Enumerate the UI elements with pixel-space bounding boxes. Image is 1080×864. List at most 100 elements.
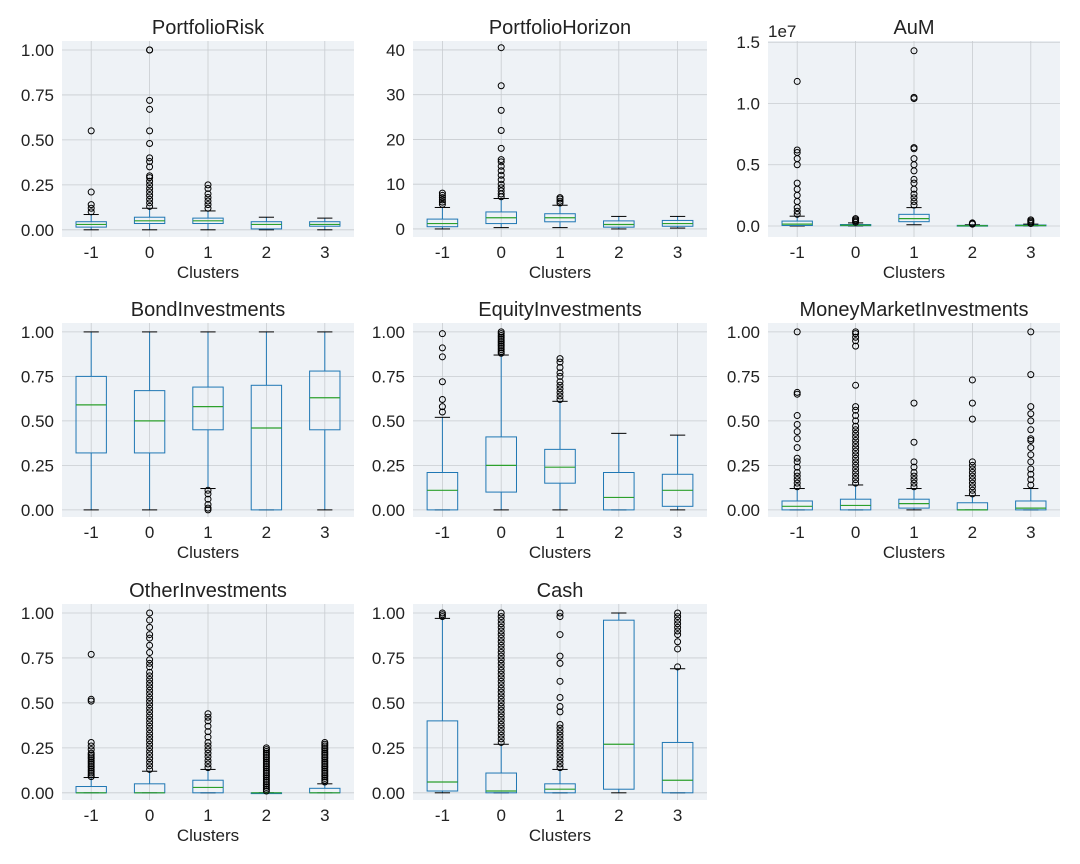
x-tick-label: 3 (1026, 243, 1035, 262)
outlier-point (968, 483, 976, 491)
outlier-point (910, 469, 918, 477)
subplot-portfoliorisk: PortfolioRisk 0.00 0.25 0.50 0.75 1.00 -1 0 1 2 3 C… (21, 17, 354, 282)
outlier-point (1027, 476, 1035, 484)
outlier-point (146, 656, 154, 664)
box-iqr (426, 472, 459, 511)
box-cluster-2 (250, 216, 283, 231)
outlier-point (497, 713, 505, 721)
box-iqr (485, 772, 517, 794)
outlier-point (1027, 417, 1035, 425)
outlier-point (497, 728, 505, 736)
x-tick-label: 1 (203, 243, 212, 262)
outlier-point (852, 342, 860, 350)
x-tick-label: -1 (84, 806, 99, 825)
box-iqr (781, 220, 813, 226)
x-tick-label: -1 (84, 243, 99, 262)
outlier-point (146, 634, 154, 642)
outlier-point (438, 403, 446, 411)
outlier-point (674, 627, 682, 635)
box-iqr (426, 720, 459, 792)
outlier-point (497, 180, 505, 188)
outlier-point (438, 330, 446, 338)
outlier-point (968, 376, 976, 384)
outlier-point (497, 616, 505, 624)
outlier-point (852, 461, 860, 469)
outlier-point (204, 722, 212, 730)
x-axis-label: Clusters (177, 543, 239, 562)
outlier-point (146, 737, 154, 745)
box-cluster-2 (250, 331, 283, 511)
y-tick-label: 1.0 (736, 94, 760, 113)
outlier-point (438, 200, 446, 208)
outlier-point (968, 465, 976, 473)
outlier-point (204, 190, 212, 198)
outlier-point (438, 191, 446, 199)
outlier-point (674, 638, 682, 646)
outlier-point (146, 704, 154, 712)
outlier-point (852, 417, 860, 425)
outlier-point (87, 695, 95, 703)
y-tick-label: 1.00 (21, 604, 54, 623)
y-tick-label: 0.00 (21, 501, 54, 520)
y-tick-label: 0.0 (736, 217, 760, 236)
outlier-point (968, 469, 976, 477)
outlier-point (852, 429, 860, 437)
outlier-point (1027, 444, 1035, 452)
outlier-point (146, 127, 154, 135)
box-cluster-0 (839, 215, 872, 227)
x-tick-label: 2 (614, 806, 623, 825)
outlier-point (556, 392, 564, 400)
outlier-point (852, 454, 860, 462)
outlier-point (438, 189, 446, 197)
x-tick-label: -1 (790, 243, 805, 262)
outlier-point (146, 139, 154, 147)
outlier-point (852, 444, 860, 452)
outlier-point (438, 196, 446, 204)
outlier-point (146, 729, 154, 737)
outlier-point (674, 645, 682, 653)
outlier-point (204, 756, 212, 764)
outlier-point (968, 219, 976, 227)
x-tick-label: -1 (435, 243, 450, 262)
x-axis-label: Clusters (529, 543, 591, 562)
box-cluster-3 (661, 609, 694, 794)
box-iqr (250, 221, 283, 230)
outlier-point (1027, 216, 1035, 224)
outlier-point (852, 465, 860, 473)
y-tick-label: 1.00 (21, 41, 54, 60)
y-tick-label: 1.00 (372, 323, 405, 342)
outlier-point (793, 479, 801, 487)
box-cluster-1 (192, 181, 224, 231)
outlier-point (438, 408, 446, 416)
outlier-point (910, 144, 918, 152)
outlier-point (1027, 435, 1035, 443)
outlier-point (497, 706, 505, 714)
outlier-point (556, 388, 564, 396)
outlier-point (497, 158, 505, 166)
outlier-point (910, 399, 918, 407)
x-axis-label: Clusters (883, 543, 945, 562)
outlier-point (146, 672, 154, 680)
outlier-point (852, 469, 860, 477)
chart-title: PortfolioHorizon (489, 17, 631, 39)
y-tick-label: 1.5 (736, 33, 760, 52)
outlier-point (204, 753, 212, 761)
outlier-point (793, 476, 801, 484)
box-cluster-1 (544, 355, 576, 511)
outlier-point (497, 656, 505, 664)
outlier-point (204, 713, 212, 721)
outlier-point (497, 702, 505, 710)
outlier-point (793, 146, 801, 154)
outlier-point (1027, 458, 1035, 466)
outlier-point (910, 472, 918, 480)
outlier-point (910, 93, 918, 101)
box-cluster-3 (309, 331, 341, 511)
y-tick-label: 0.5 (736, 156, 760, 175)
y-tick-label: 0.25 (372, 456, 405, 475)
outlier-point (204, 204, 212, 212)
outlier-point (556, 385, 564, 393)
outlier-point (674, 623, 682, 631)
outlier-point (910, 175, 918, 183)
x-tick-label: 0 (145, 523, 154, 542)
x-tick-label: 0 (851, 243, 860, 262)
